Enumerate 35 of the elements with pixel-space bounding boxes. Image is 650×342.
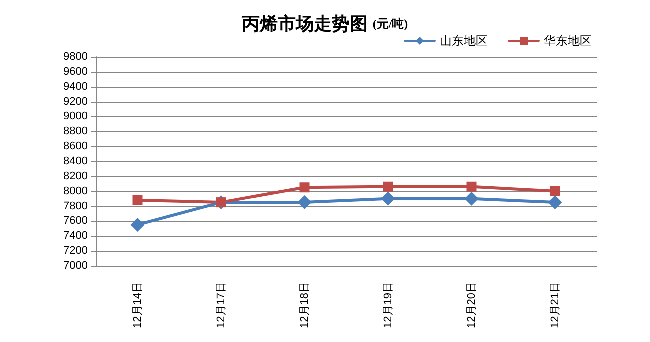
x-tick-label: 12月21日 <box>549 282 562 328</box>
point <box>548 196 562 210</box>
y-tick-label: 9000 <box>64 110 88 123</box>
point <box>130 218 145 232</box>
y-tick-label: 7400 <box>64 230 88 242</box>
y-tick-label: 8000 <box>64 185 88 198</box>
x-tick-label: 12月20日 <box>466 282 478 328</box>
point <box>550 186 560 196</box>
point <box>298 196 312 210</box>
y-tick-label: 9800 <box>64 51 88 63</box>
x-tick-label: 12月14日 <box>132 282 144 328</box>
y-tick-label: 9600 <box>64 66 88 78</box>
legend-label: 山东地区 <box>440 34 488 48</box>
x-tick-label: 12月17日 <box>215 282 228 328</box>
point <box>466 182 477 192</box>
y-tick-label: 7000 <box>64 260 88 272</box>
chart-title: 丙烯市场走势图 <box>240 14 368 34</box>
legend-label: 华东地区 <box>544 34 592 48</box>
point <box>300 182 310 193</box>
chart-subtitle: (元/吨) <box>372 17 408 31</box>
y-tick-label: 8800 <box>64 126 88 138</box>
point <box>381 192 396 206</box>
x-tick-label: 12月19日 <box>382 282 394 328</box>
point <box>132 195 143 206</box>
y-tick-label: 8200 <box>64 170 88 182</box>
y-tick-label: 9400 <box>64 80 88 93</box>
y-tick-label: 9200 <box>64 96 88 108</box>
point <box>383 182 394 192</box>
y-tick-label: 7600 <box>64 215 88 228</box>
y-tick-label: 7800 <box>64 200 88 212</box>
point <box>464 192 479 206</box>
x-tick-label: 12月18日 <box>298 282 311 328</box>
y-tick-label: 8600 <box>64 140 88 153</box>
y-tick-label: 8400 <box>64 156 88 168</box>
y-tick-label: 7200 <box>64 245 88 258</box>
